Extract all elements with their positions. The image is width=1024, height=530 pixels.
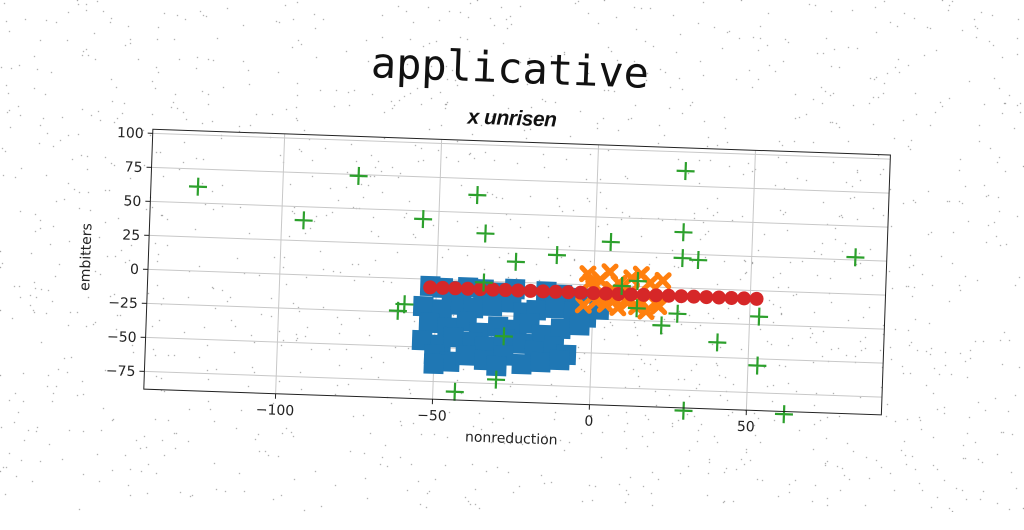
data-point (549, 350, 570, 371)
data-point (414, 210, 433, 229)
x-gridline (276, 134, 285, 394)
x-tick-label: 0 (584, 414, 593, 430)
data-point (673, 249, 692, 268)
data-point (530, 352, 551, 373)
y-tick-label: 50 (123, 193, 141, 210)
data-point (443, 327, 464, 348)
data-point (676, 162, 695, 181)
data-point (507, 253, 526, 272)
y-axis-label: embitters (77, 223, 95, 291)
data-point (602, 233, 621, 252)
data-point (657, 274, 669, 286)
data-point (689, 251, 708, 270)
y-gridline (149, 235, 887, 261)
data-point (548, 246, 567, 265)
y-tick-label: −25 (108, 295, 138, 312)
data-point (523, 284, 537, 298)
y-gridline (152, 167, 890, 193)
data-point (294, 211, 313, 230)
data-point (699, 290, 713, 304)
data-point (482, 296, 503, 317)
data-point (550, 318, 571, 339)
data-point (189, 177, 208, 196)
data-point (750, 307, 769, 326)
data-point (423, 353, 444, 374)
data-point (511, 354, 532, 375)
y-gridline (150, 201, 888, 227)
y-tick-label: −75 (106, 363, 136, 380)
y-tick-label: 75 (124, 159, 142, 176)
x-tick-label: −50 (417, 408, 447, 425)
data-point (687, 289, 701, 303)
x-tick-label: 50 (737, 419, 755, 436)
data-point (775, 405, 794, 424)
data-point (545, 298, 566, 319)
data-point (419, 312, 440, 333)
data-point (749, 292, 763, 306)
data-point (846, 248, 865, 267)
data-point (712, 290, 726, 304)
data-point (455, 345, 476, 366)
data-point (476, 224, 495, 243)
y-tick-label: 0 (130, 262, 139, 278)
data-point (674, 223, 693, 242)
data-point (674, 289, 688, 303)
data-point (708, 333, 727, 352)
data-point (674, 401, 693, 420)
x-gridline (746, 150, 755, 410)
data-point (668, 304, 687, 323)
y-gridline (153, 133, 891, 159)
data-point (569, 315, 590, 336)
data-point (349, 167, 368, 186)
y-tick-label: 100 (117, 125, 144, 142)
y-tick-label: 25 (122, 227, 140, 244)
y-tick-label: −50 (107, 329, 137, 346)
data-point (652, 316, 671, 335)
data-point (468, 186, 487, 205)
data-point (445, 382, 464, 401)
data-point (737, 291, 751, 305)
x-tick-label: −100 (256, 402, 295, 419)
plot-series (181, 145, 867, 426)
data-point (724, 291, 738, 305)
x-axis-label: nonreduction (465, 429, 558, 448)
